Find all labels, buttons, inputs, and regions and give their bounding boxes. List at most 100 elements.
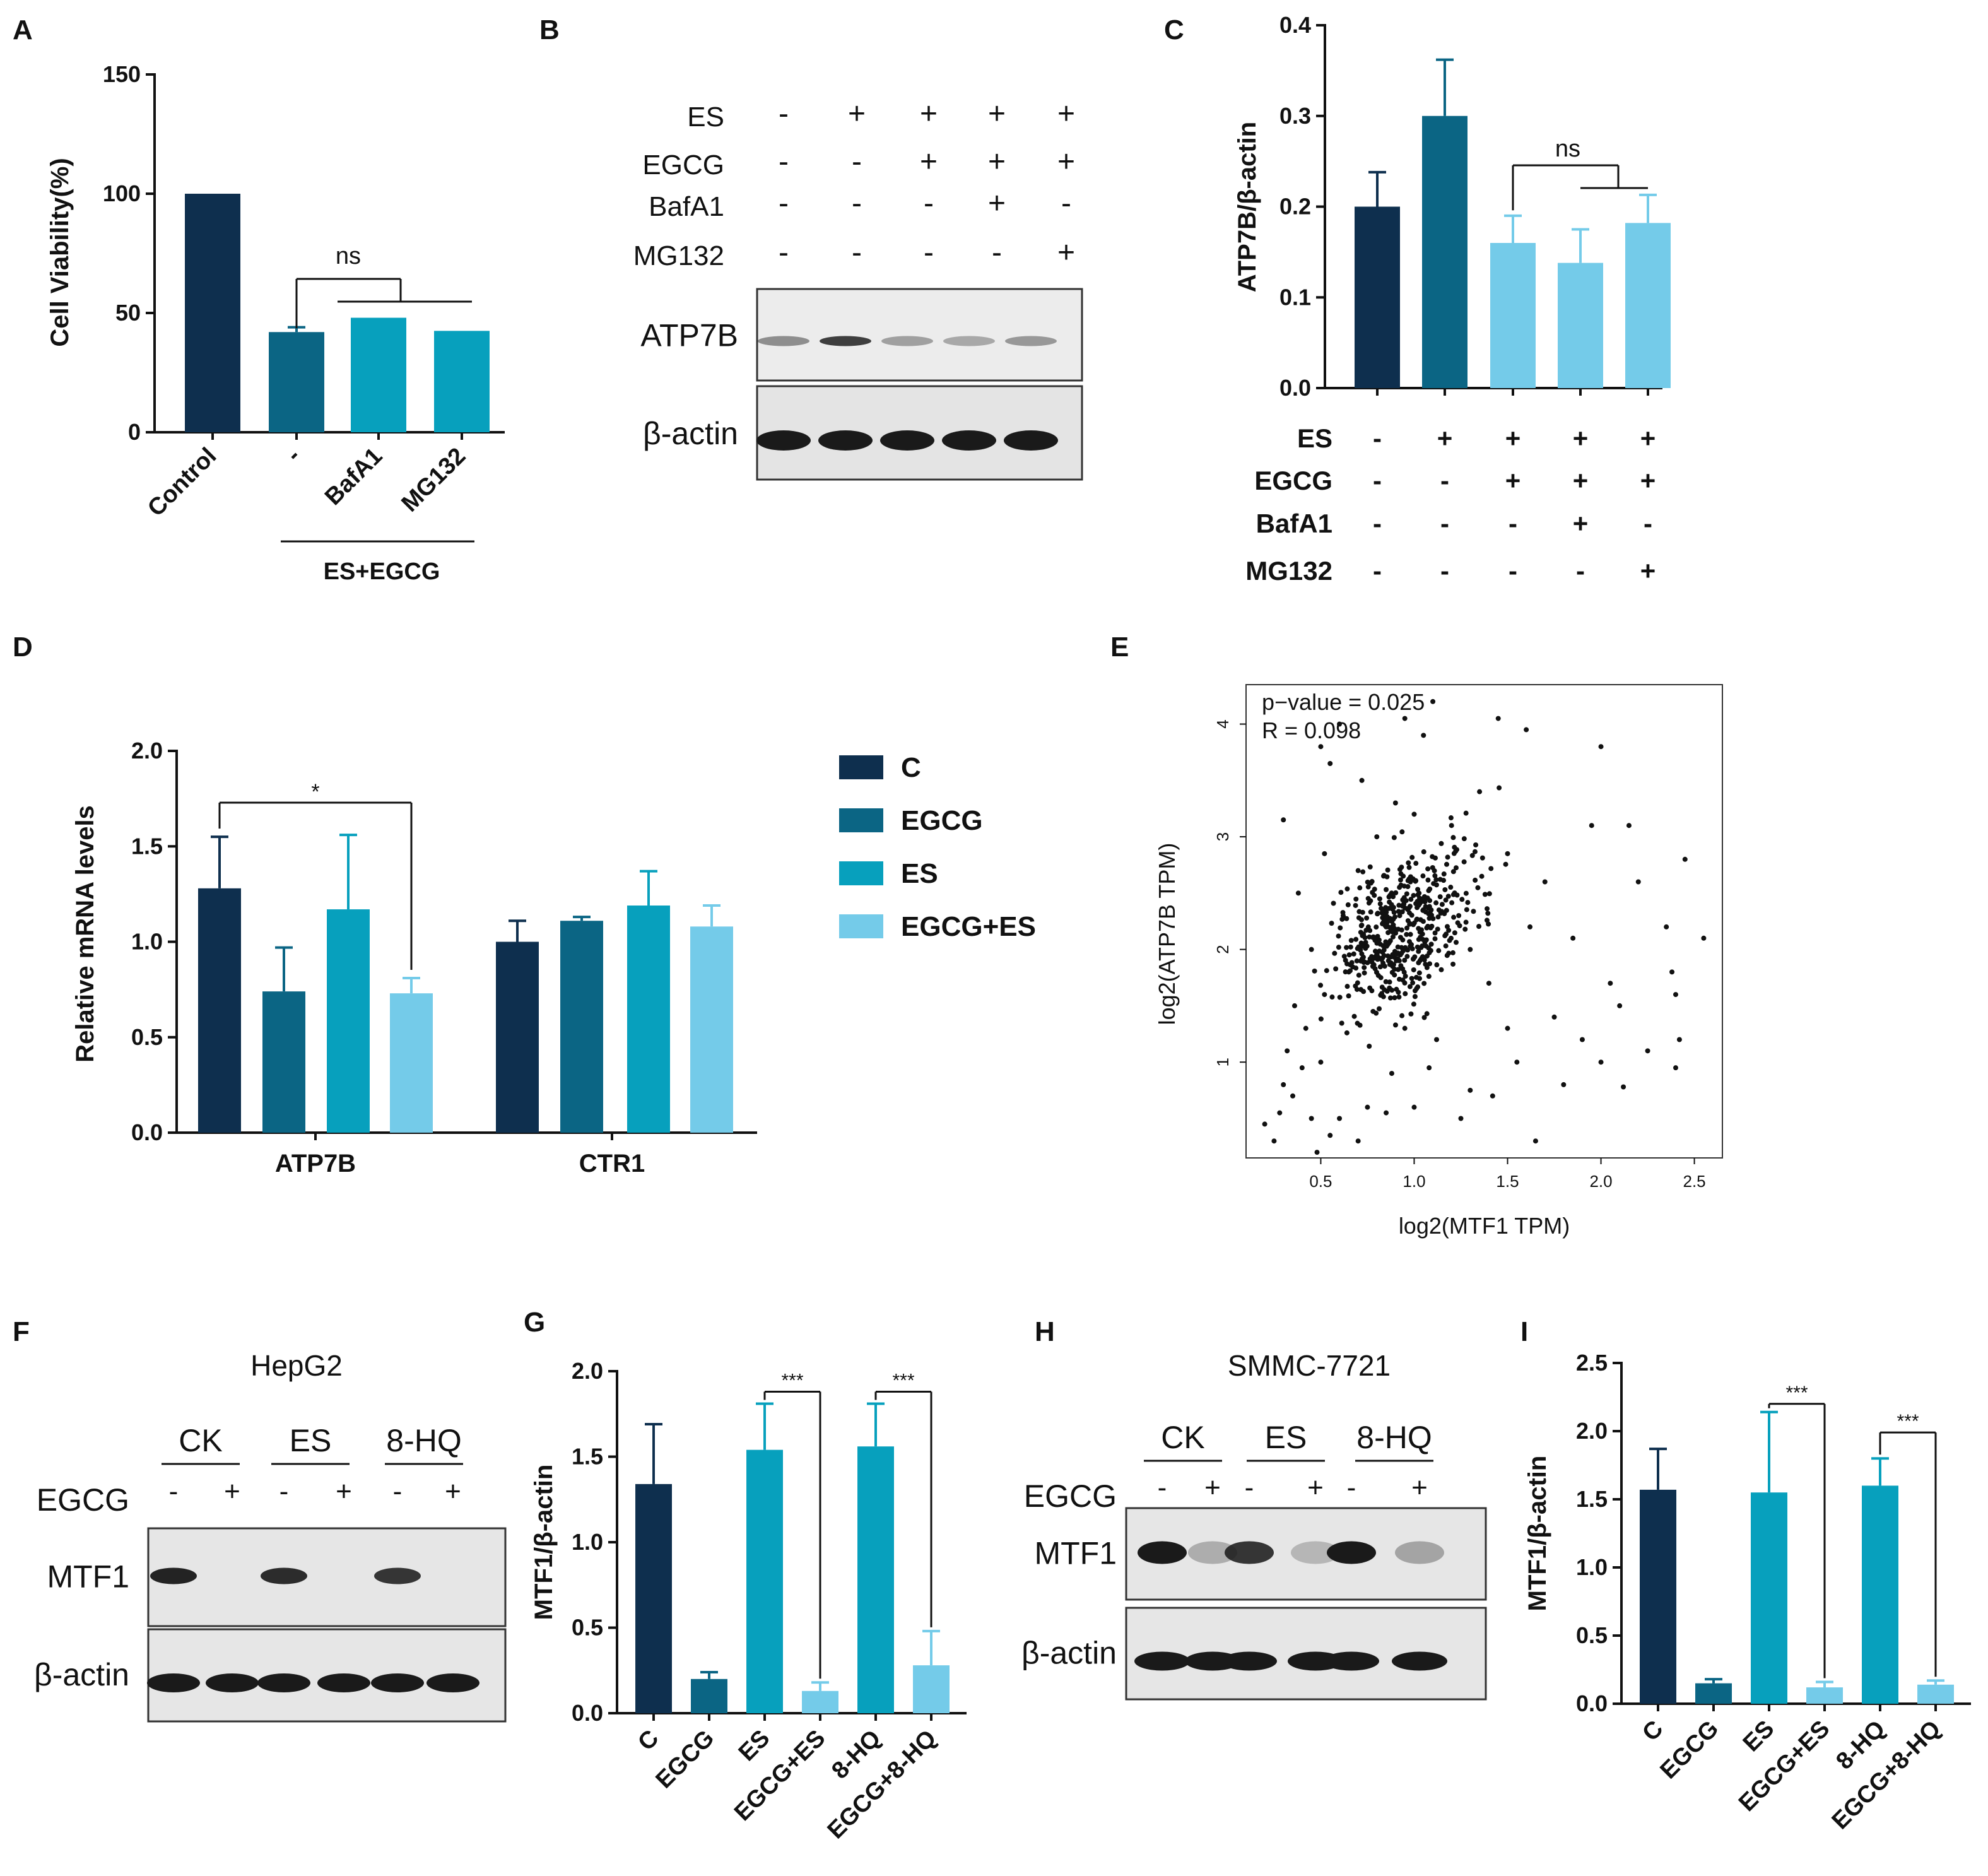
scatter-point [1420,954,1425,960]
x-axis-title: log2(MTF1 TPM) [1399,1213,1570,1239]
plus-sign: + [1573,466,1589,495]
minus-sign: - [1440,556,1449,586]
bar [1355,206,1400,388]
protein-band [1395,1541,1444,1564]
scatter-point [1497,785,1502,791]
protein-band [1324,1651,1379,1671]
scatter-point [1285,1048,1290,1054]
scatter-point [1437,894,1443,900]
scatter-point [1448,935,1454,941]
panel-label-h: H [1035,1316,1055,1347]
scatter-point [1424,925,1430,931]
significance-label: *** [1785,1383,1808,1403]
scatter-point [1464,907,1469,912]
scatter-point [1479,873,1485,879]
minus-sign: - [1373,466,1382,495]
protein-band [150,1567,197,1584]
bar [351,317,406,432]
scatter-point [1598,1059,1604,1065]
scatter-point [1439,902,1445,907]
scatter-point [1351,1013,1357,1019]
scatter-point [1433,882,1439,888]
scatter-point [1318,1016,1324,1022]
scatter-point [1423,937,1429,943]
minus-sign: - [279,1476,289,1507]
plus-sign: + [920,97,938,131]
plus-sign: + [336,1476,352,1507]
scatter-point [1402,716,1408,721]
scatter-point [1411,922,1416,928]
protein-band [1138,1541,1187,1564]
chart-e: 0.5 1.0 1.5 2.0 2.5 1 2 3 4 log2(MTF1 TPM) log2(AT… [1154,684,1723,1239]
scatter-point [1332,950,1338,956]
minus-sign: - [1440,509,1449,538]
group-label: ES+EGCG [324,558,440,585]
panel-label-c: C [1164,15,1184,45]
scatter-point [1416,926,1421,931]
scatter-point [1401,895,1407,900]
scatter-point [1434,1037,1439,1042]
scatter-point [1488,866,1494,871]
y-tick-label: 100 [103,180,141,206]
bar [857,1446,894,1713]
blot-row-label: MTF1 [47,1559,129,1595]
scatter-point [1645,1048,1650,1054]
scatter-point [1393,890,1399,895]
scatter-point [1387,979,1392,985]
scatter-point [1401,901,1407,907]
scatter-point [1453,940,1459,945]
condition-label: BafA1 [1256,509,1332,538]
scatter-point [1426,916,1432,921]
scatter-point [1441,878,1447,883]
treatment-label: EGCG [37,1482,129,1518]
bar-es [627,906,670,1133]
x-category-label: BafA1 [320,443,387,510]
plus-sign: + [1505,466,1521,495]
minus-sign: - [169,1476,179,1507]
scatter-point [1359,917,1365,923]
treatment-label: EGCG [1024,1478,1117,1514]
scatter-point [1351,951,1356,957]
scatter-point [1358,987,1364,993]
cell-line-title: HepG2 [250,1349,343,1382]
scatter-point [1363,928,1369,933]
scatter-point [1353,936,1359,942]
condition-label: ES [687,102,724,133]
scatter-point [1579,1037,1585,1042]
scatter-point [1449,823,1454,829]
condition-label: ES [1297,423,1332,453]
scatter-point [1358,940,1364,946]
scatter-point [1378,975,1384,981]
plus-sign: + [1573,423,1589,453]
protein-band [818,430,873,451]
y-tick-label: 2.0 [572,1358,603,1384]
scatter-point [1365,1104,1370,1110]
scatter-point [1389,924,1395,929]
scatter-point [1432,873,1438,878]
scatter-point [1490,1093,1495,1099]
scatter-point [1385,929,1391,935]
condition-label: EGCG [642,150,724,180]
plus-sign: + [1640,556,1656,586]
plus-sign: + [988,145,1006,179]
scatter-point [1399,909,1405,915]
y-tick-label: 0.3 [1279,103,1311,129]
significance-label: * [311,780,319,804]
scatter-point [1411,967,1416,972]
x-category-label: CTR1 [579,1150,645,1177]
scatter-point [1461,836,1467,842]
scatter-point [1428,941,1434,947]
panel-label-d: D [13,632,33,663]
scatter-point [1322,851,1327,856]
scatter-point [1442,933,1448,938]
scatter-point [1434,962,1440,968]
blot-row-label: β-actin [1021,1636,1117,1671]
scatter-point [1424,1011,1430,1017]
scatter-point [1343,969,1348,975]
panel-label-f: F [13,1316,30,1347]
scatter-point [1465,900,1471,906]
legend-swatch [839,755,883,779]
x-tick-label: 0.5 [1309,1172,1332,1191]
bar [746,1449,783,1713]
